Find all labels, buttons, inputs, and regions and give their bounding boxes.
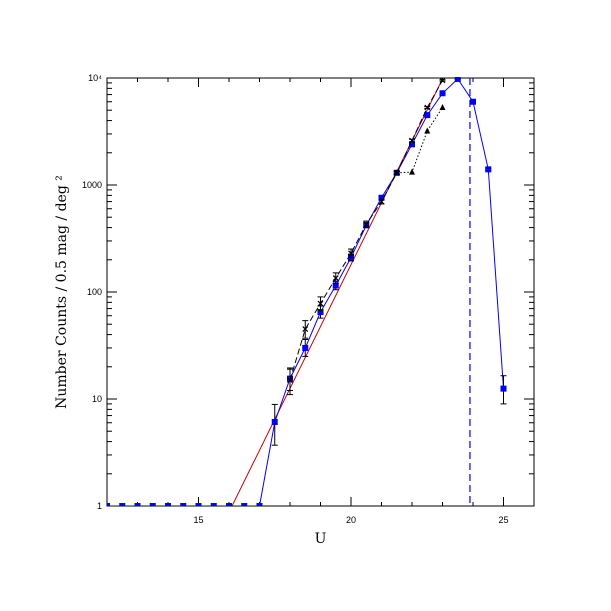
series-line (396, 107, 443, 174)
y-tick-label: 10⁴ (88, 73, 102, 83)
y-tick-label: 1 (97, 501, 102, 511)
y-tick-label: 10 (92, 394, 102, 404)
y-tick-label: 1000 (82, 180, 102, 190)
data-point (256, 503, 263, 506)
data-point (409, 168, 415, 175)
data-point (317, 309, 324, 316)
x-axis-label: U (315, 531, 327, 547)
data-point (149, 503, 156, 506)
axis-tick-labels: 15 20 25 1 10 100 1000 10⁴ (82, 73, 509, 525)
fit-line (231, 78, 443, 506)
data-point (424, 127, 431, 134)
data-point (348, 250, 354, 257)
data-point (378, 194, 385, 201)
data-point (302, 326, 309, 333)
data-point (454, 77, 461, 82)
data-point (439, 77, 446, 84)
data-series (107, 77, 507, 506)
data-point (332, 282, 339, 289)
data-point (287, 377, 293, 384)
x-tick-label: 25 (498, 515, 508, 525)
data-point (485, 166, 492, 173)
y-tick-label: 100 (87, 287, 102, 297)
data-point (195, 503, 202, 506)
x-tick-label: 20 (346, 515, 356, 525)
data-point (119, 503, 126, 506)
data-point (226, 503, 232, 506)
data-point (107, 503, 110, 506)
data-point (241, 503, 248, 506)
data-point (424, 112, 431, 119)
series-1 (287, 77, 446, 396)
data-point (439, 90, 446, 97)
data-point (165, 503, 171, 506)
data-point (500, 385, 507, 392)
data-point (424, 104, 431, 111)
axis-ticks (106, 77, 535, 507)
data-point (317, 300, 324, 307)
data-point (302, 344, 309, 351)
data-point (210, 503, 217, 506)
data-point (180, 503, 187, 506)
data-point (409, 137, 415, 144)
data-point (470, 98, 476, 105)
plot-area (107, 77, 507, 506)
data-point (409, 141, 415, 148)
data-point (332, 275, 339, 281)
data-point (393, 169, 400, 176)
data-point (271, 418, 278, 425)
data-point (439, 104, 446, 111)
data-point (134, 503, 141, 506)
data-point (363, 221, 370, 228)
y-axis-label: Number Counts / 0.5 mag / deg ² (54, 175, 70, 409)
series-2 (393, 104, 446, 176)
data-point (378, 198, 385, 205)
x-tick-label: 15 (193, 515, 203, 525)
